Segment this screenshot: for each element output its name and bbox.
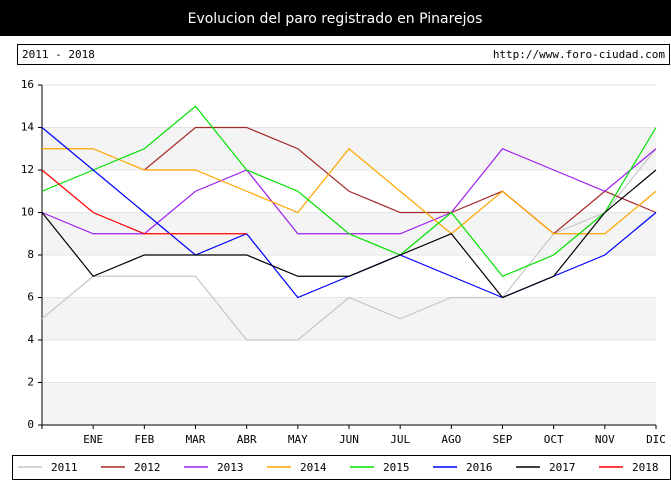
y-tick-label: 10 [21, 206, 34, 219]
source: http://www.foro-ciudad.com [493, 48, 666, 61]
grid-band [42, 297, 656, 340]
grid-band [42, 382, 656, 425]
series-line [41, 169, 657, 299]
series-line [42, 147, 657, 235]
series-line [41, 105, 657, 277]
y-tick-label: 2 [27, 376, 34, 389]
x-tick-label: OCT [544, 433, 564, 446]
series-line [143, 126, 657, 235]
legend-label: 2011 [51, 461, 78, 474]
x-tick-label: JUN [339, 433, 359, 446]
legend-label: 2012 [134, 461, 161, 474]
x-tick-label: DIC [646, 433, 666, 446]
subtitle: 2011 - 2018 [22, 48, 95, 61]
y-tick-label: 12 [21, 163, 34, 176]
y-tick-label: 14 [21, 121, 35, 134]
x-tick-label: AGO [441, 433, 461, 446]
x-tick-label: MAR [186, 433, 206, 446]
legend-label: 2013 [217, 461, 244, 474]
chart-title: Evolucion del paro registrado en Pinarej… [188, 11, 483, 27]
y-tick-label: 8 [27, 248, 34, 261]
x-tick-label: JUL [390, 433, 410, 446]
subtitle-box [17, 44, 670, 65]
title-bar [0, 0, 671, 36]
legend-label: 2018 [632, 461, 659, 474]
series-line [41, 169, 247, 235]
x-tick-label: ABR [237, 433, 257, 446]
y-tick-label: 6 [27, 291, 34, 304]
x-tick-label: ENE [83, 433, 103, 446]
legend-label: 2017 [549, 461, 576, 474]
y-tick-label: 0 [27, 418, 34, 431]
y-tick-label: 4 [27, 333, 34, 346]
y-tick-label: 16 [21, 78, 34, 91]
x-tick-label: MAY [288, 433, 308, 446]
x-tick-label: FEB [134, 433, 154, 446]
x-tick-label: SEP [493, 433, 513, 446]
legend-label: 2015 [383, 461, 410, 474]
legend-label: 2014 [300, 461, 327, 474]
x-tick-label: NOV [595, 433, 615, 446]
legend-label: 2016 [466, 461, 493, 474]
